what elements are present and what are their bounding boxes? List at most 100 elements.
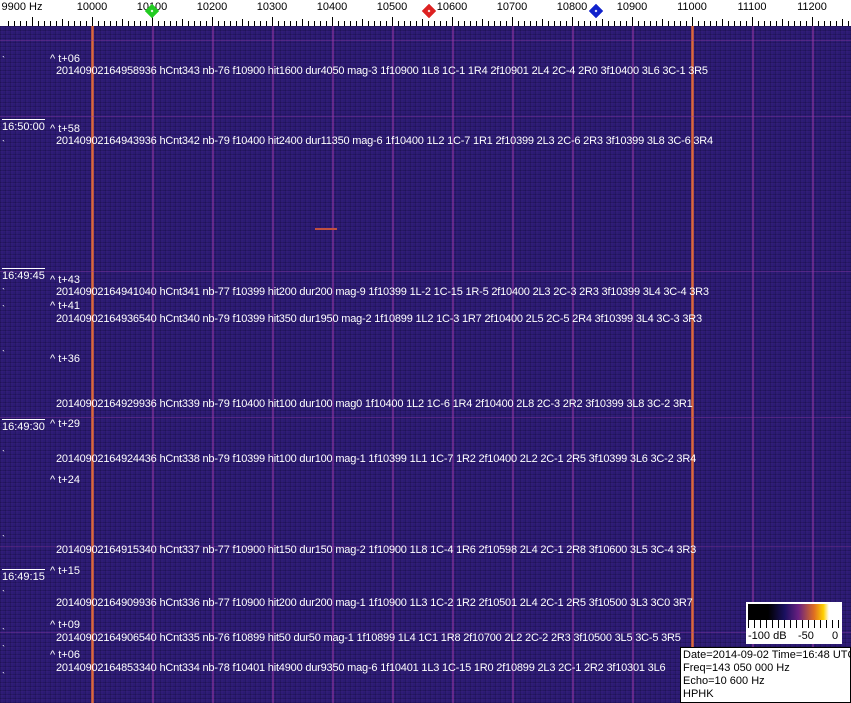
axis-tick: [740, 21, 741, 26]
axis-tick: [794, 21, 795, 26]
time-label: 16:49:30: [2, 419, 45, 433]
axis-tick: [164, 21, 165, 26]
axis-tick: [734, 21, 735, 26]
axis-tick: [254, 21, 255, 26]
axis-tick: [158, 21, 159, 26]
axis-tick: [608, 21, 609, 26]
axis-tick: [584, 21, 585, 26]
axis-tick: [110, 21, 111, 26]
axis-tick: [20, 21, 21, 26]
axis-tick: [716, 21, 717, 26]
axis-tick: [92, 17, 93, 26]
axis-tick: [566, 21, 567, 26]
t-marker: ^ t+41: [50, 300, 80, 312]
horizontal-artifact: [0, 116, 851, 117]
axis-tick: [404, 21, 405, 26]
frequency-axis[interactable]: 9900 Hz 10000101001020010300104001050010…: [0, 0, 851, 26]
weak-signal-line: [272, 26, 274, 703]
axis-tick: [530, 21, 531, 26]
axis-tick: [314, 21, 315, 26]
info-date-time: Date=2014-09-02 Time=16:48 UTC: [683, 649, 851, 661]
t-marker: ^ t+24: [50, 474, 80, 486]
t-marker: ^ t+58: [50, 123, 80, 135]
t-marker: ^ t+09: [50, 619, 80, 631]
axis-tick: [506, 21, 507, 26]
time-tick-icon: `: [2, 644, 5, 654]
axis-tick: [326, 21, 327, 26]
axis-tick: [494, 21, 495, 26]
axis-label: 11100: [737, 1, 767, 13]
axis-tick: [206, 21, 207, 26]
axis-tick: [332, 17, 333, 26]
axis-tick: [524, 21, 525, 26]
time-label: 16:49:45: [2, 268, 45, 282]
axis-tick: [38, 21, 39, 26]
axis-tick: [146, 21, 147, 26]
axis-tick: [812, 17, 813, 26]
time-tick-icon: `: [2, 534, 5, 544]
axis-tick: [284, 21, 285, 26]
time-tick-icon: `: [2, 671, 5, 681]
weak-signal-line: [452, 26, 454, 703]
weak-signal-line: [752, 26, 754, 703]
red-marker[interactable]: [422, 3, 437, 19]
t-marker: ^ t+43: [50, 274, 80, 286]
info-station: HPHK: [683, 688, 714, 700]
axis-tick: [278, 21, 279, 26]
axis-tick: [590, 21, 591, 26]
axis-tick: [656, 21, 657, 26]
strong-signal-line: [691, 26, 694, 703]
axis-tick: [602, 19, 603, 26]
colorbar-label-max: 0: [832, 630, 839, 642]
axis-tick: [668, 21, 669, 26]
axis-tick: [554, 21, 555, 26]
axis-tick: [368, 21, 369, 26]
axis-tick: [788, 21, 789, 26]
axis-tick: [422, 19, 423, 26]
axis-tick: [614, 21, 615, 26]
axis-tick: [488, 21, 489, 26]
axis-tick: [620, 21, 621, 26]
axis-tick: [86, 21, 87, 26]
axis-tick: [644, 21, 645, 26]
axis-tick: [674, 21, 675, 26]
horizontal-artifact: [0, 271, 851, 272]
axis-tick: [416, 21, 417, 26]
axis-tick: [56, 21, 57, 26]
axis-tick: [512, 17, 513, 26]
axis-label: 11000: [677, 1, 707, 13]
axis-label: 10400: [316, 1, 348, 13]
horizontal-artifact: [0, 632, 851, 633]
axis-tick: [818, 21, 819, 26]
axis-tick: [710, 21, 711, 26]
axis-tick: [842, 19, 843, 26]
axis-tick: [74, 21, 75, 26]
axis-tick: [476, 21, 477, 26]
time-tick-icon: `: [2, 55, 5, 65]
axis-tick: [836, 21, 837, 26]
axis-tick: [722, 19, 723, 26]
colorbar-gradient: [748, 604, 840, 620]
info-freq: Freq=143 050 000 Hz: [683, 662, 790, 674]
waterfall-display[interactable]: [0, 26, 851, 703]
axis-tick: [482, 19, 483, 26]
axis-tick: [728, 21, 729, 26]
detection-row: 20140902164941040 hCnt341 nb-77 f10399 h…: [56, 286, 709, 298]
colorbar-legend: -100 dB -50 0: [746, 602, 842, 644]
axis-unit-label: 9900 Hz: [1, 1, 43, 13]
axis-tick: [758, 21, 759, 26]
axis-tick: [464, 21, 465, 26]
axis-tick: [458, 21, 459, 26]
axis-tick: [536, 21, 537, 26]
axis-tick: [8, 21, 9, 26]
axis-tick: [62, 19, 63, 26]
axis-tick: [80, 21, 81, 26]
axis-tick: [224, 21, 225, 26]
axis-tick: [764, 21, 765, 26]
axis-label: 10800: [556, 1, 588, 13]
axis-tick: [632, 17, 633, 26]
axis-tick: [746, 21, 747, 26]
axis-tick: [116, 21, 117, 26]
blue-marker[interactable]: [588, 3, 604, 19]
detection-row: 20140902164929936 hCnt339 nb-79 f10400 h…: [56, 398, 693, 410]
